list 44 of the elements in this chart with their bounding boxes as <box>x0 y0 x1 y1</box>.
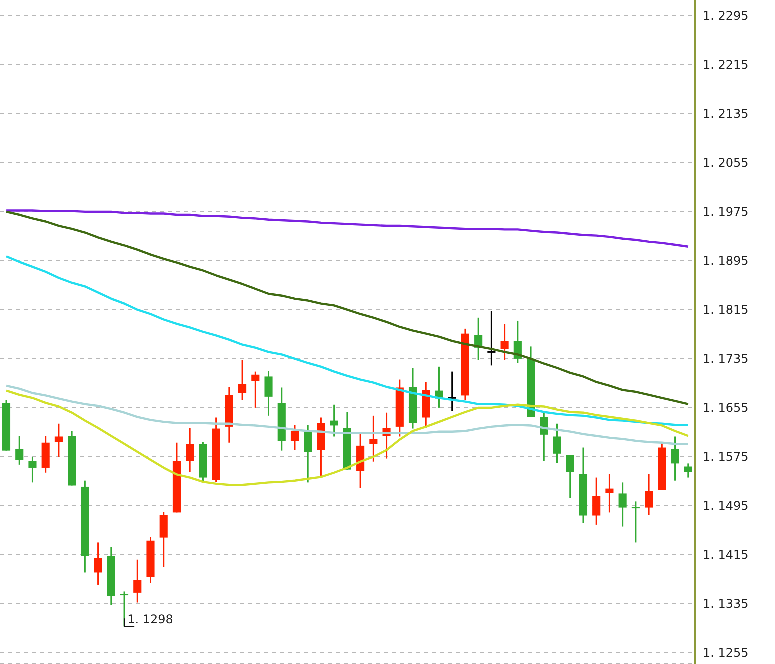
candlestick <box>28 456 37 484</box>
y-tick-label: 1. 1495 <box>703 499 749 514</box>
candlestick <box>160 511 168 568</box>
y-tick-label: 1. 1975 <box>703 205 749 220</box>
candlestick <box>252 371 260 409</box>
candlestick <box>684 462 692 479</box>
candlestick <box>290 424 300 451</box>
y-tick-label: 1. 1815 <box>703 303 749 318</box>
candlestick <box>370 415 378 463</box>
candlestick <box>264 370 273 417</box>
candlestick <box>186 427 194 474</box>
candlestick <box>486 310 496 366</box>
line-series <box>5 210 690 406</box>
candlestick <box>606 473 614 514</box>
annotation: 1. 1298 <box>128 612 174 627</box>
y-tick-label: 1. 2295 <box>703 9 749 24</box>
line-series <box>5 390 690 486</box>
y-tick-label: 1. 1735 <box>703 352 749 366</box>
candlestick <box>631 500 641 544</box>
y-tick-label: 1. 2135 <box>703 107 749 122</box>
candlestick <box>94 542 102 586</box>
line-series <box>5 210 690 248</box>
candlestick <box>618 482 627 528</box>
y-tick-label: 1. 2215 <box>703 58 749 72</box>
y-tick-label: 1. 1415 <box>703 548 749 562</box>
y-tick-label: 1. 2055 <box>703 156 749 170</box>
y-tick-label: 1. 1255 <box>703 646 749 660</box>
candlestick <box>120 590 130 628</box>
candlestick <box>330 404 338 438</box>
candlestick <box>500 323 509 361</box>
candlestick <box>553 423 562 464</box>
candlestick <box>645 473 654 516</box>
candlestick <box>54 423 63 458</box>
y-tick-label: 1. 1655 <box>703 401 749 416</box>
candlestick <box>566 454 574 499</box>
candlestick <box>592 477 601 526</box>
candlestick <box>671 436 680 482</box>
candlestick <box>238 359 247 401</box>
candlestick <box>16 435 24 466</box>
y-tick-label: 1. 1335 <box>703 597 749 612</box>
line-series <box>5 256 690 426</box>
y-tick-label: 1. 1895 <box>703 254 749 268</box>
y-tick-label: 1. 1575 <box>703 450 749 464</box>
candlestick <box>134 559 142 604</box>
